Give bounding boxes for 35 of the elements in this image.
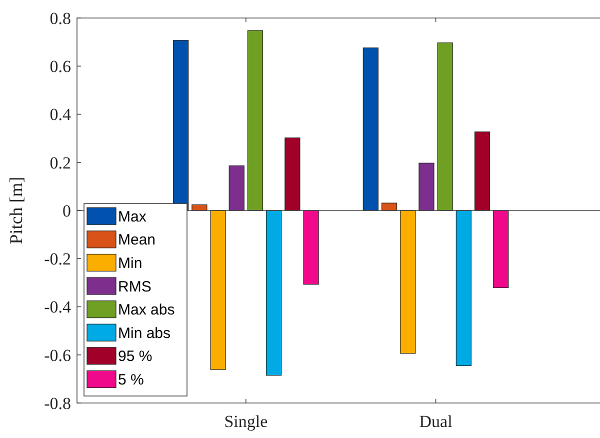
y-tick-label: -0.8 (44, 394, 71, 413)
x-tick-label: Dual (419, 412, 453, 431)
bar (173, 40, 189, 211)
legend-label: Min abs (118, 324, 171, 342)
bar (418, 162, 434, 211)
bar (400, 210, 416, 354)
y-tick-label: -0.4 (44, 298, 72, 317)
bar (247, 30, 264, 211)
bar (437, 42, 453, 211)
bar (210, 210, 226, 370)
legend-label: RMS (118, 278, 152, 296)
bar (381, 202, 398, 211)
bar (493, 210, 509, 288)
legend-label: Max (118, 208, 147, 226)
bar (228, 165, 244, 211)
y-tick-label: -0.6 (44, 346, 71, 365)
bar (362, 48, 378, 211)
y-tick-label: 0 (62, 201, 71, 220)
bar (266, 210, 282, 376)
legend-label: 95 % (118, 348, 152, 366)
legend-label: 5 % (118, 371, 144, 388)
y-tick-label: 0.2 (50, 153, 71, 172)
legend-label: Mean (118, 232, 156, 249)
legend-label: Min (118, 254, 142, 272)
bar (474, 132, 490, 211)
y-tick-label: -0.2 (44, 250, 71, 269)
y-tick-label: 0.4 (50, 105, 72, 124)
x-tick-label: Single (224, 412, 268, 431)
bar (456, 210, 472, 366)
bar (284, 138, 300, 211)
y-axis-title: Pitch [m] (6, 176, 26, 244)
y-tick-label: 0.6 (50, 57, 71, 76)
legend-label: Max abs (118, 302, 175, 319)
y-tick-label: 0.8 (50, 8, 71, 28)
bar (303, 210, 319, 285)
